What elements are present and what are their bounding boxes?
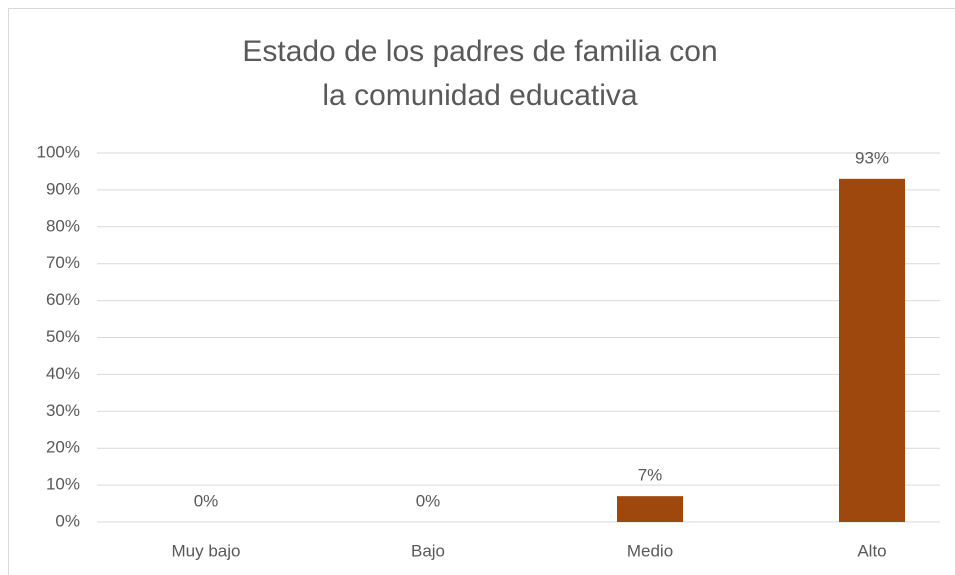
y-tick-label: 100% [37, 142, 80, 161]
x-tick-label: Medio [627, 541, 673, 560]
y-tick-label: 20% [46, 438, 80, 457]
y-tick-label: 60% [46, 290, 80, 309]
y-tick-label: 0% [55, 511, 80, 530]
data-label: 7% [638, 466, 663, 485]
bar [617, 496, 683, 522]
y-tick-label: 80% [46, 216, 80, 235]
data-label: 93% [855, 148, 889, 167]
x-tick-label: Alto [857, 541, 886, 560]
chart-border [8, 8, 955, 575]
y-tick-label: 10% [46, 475, 80, 494]
y-tick-label: 30% [46, 401, 80, 420]
x-tick-label: Muy bajo [172, 541, 241, 560]
x-tick-label: Bajo [411, 541, 445, 560]
y-tick-label: 90% [46, 179, 80, 198]
data-label: 0% [194, 491, 219, 510]
y-tick-label: 50% [46, 327, 80, 346]
y-tick-label: 40% [46, 364, 80, 383]
bar [839, 178, 905, 522]
y-tick-label: 70% [46, 253, 80, 272]
chart-title: Estado de los padres de familia con la c… [242, 35, 718, 112]
data-label: 0% [416, 491, 441, 510]
